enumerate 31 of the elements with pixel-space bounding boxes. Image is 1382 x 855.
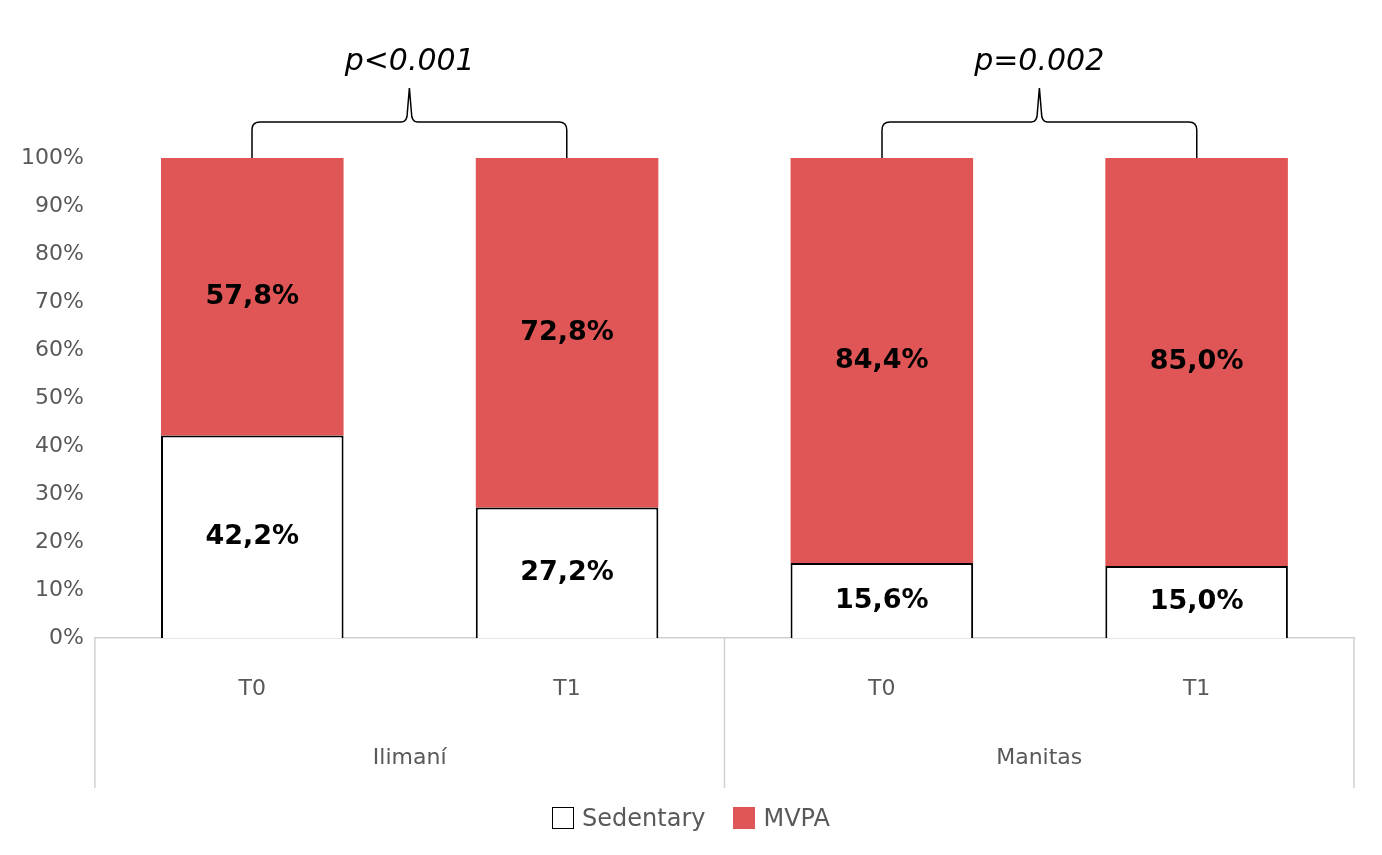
x-tick-label: T0	[867, 674, 896, 700]
y-tick-label: 60%	[34, 335, 84, 361]
y-tick-label: 100%	[20, 143, 84, 169]
text: p=0.002	[973, 41, 1105, 77]
y-tick-label: 30%	[34, 479, 84, 505]
x-tick-label: T1	[552, 674, 581, 700]
bar	[790, 158, 974, 564]
y-tick-label: 20%	[34, 527, 84, 553]
text: p<0.001	[343, 41, 475, 77]
text: Manitas	[996, 743, 1083, 769]
text: Ilimaní	[372, 743, 448, 769]
y-tick-label: 40%	[34, 431, 84, 457]
data-label: 27,2%	[520, 554, 614, 586]
x-tick-label: T0	[237, 674, 266, 700]
data-label: 15,0%	[1149, 584, 1244, 616]
bar	[1105, 158, 1288, 566]
data-label: 15,6%	[835, 582, 929, 614]
data-label: 84,4%	[835, 342, 929, 374]
legend-label: Sedentary	[582, 804, 706, 832]
y-tick-label: 70%	[34, 287, 84, 313]
x-tick-label: T1	[1181, 674, 1211, 700]
legend-label: MVPA	[763, 804, 830, 832]
y-tick-label: 90%	[34, 191, 84, 217]
data-label: 72,8%	[520, 314, 614, 346]
y-tick-label: 10%	[34, 575, 84, 601]
data-label: 57,8%	[205, 278, 300, 310]
data-label: 42,2%	[205, 518, 300, 550]
data-label: 85,0%	[1149, 344, 1244, 376]
y-tick-label: 80%	[34, 239, 84, 265]
y-tick-label: 50%	[34, 383, 84, 409]
y-tick-label: 0%	[48, 623, 84, 649]
